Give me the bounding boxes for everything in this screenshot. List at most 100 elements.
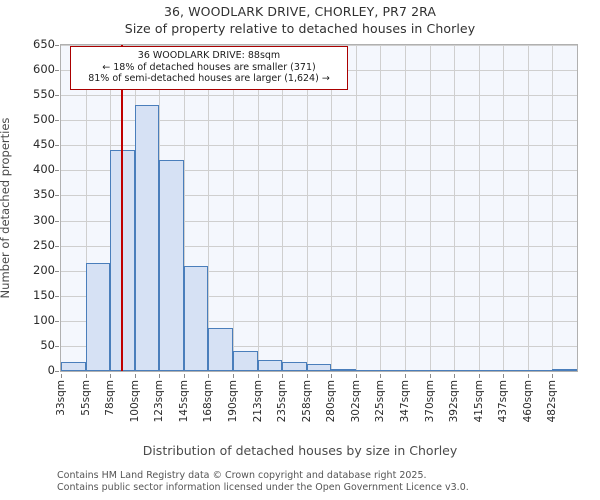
histogram-bar — [282, 362, 307, 371]
y-axis-tick-mark — [55, 320, 59, 322]
y-axis-tick-label: 0 — [47, 363, 55, 377]
gridline-horizontal — [61, 320, 577, 322]
y-axis-tick-label: 300 — [33, 212, 55, 227]
annotation-line-3: 81% of semi-detached houses are larger (… — [88, 73, 330, 84]
histogram-bar — [503, 369, 528, 372]
x-axis-tick-mark — [552, 374, 554, 378]
gridline-horizontal — [61, 295, 577, 297]
gridline-horizontal — [61, 95, 577, 97]
gridline-horizontal — [61, 170, 577, 172]
y-axis-tick-mark — [55, 95, 59, 97]
x-axis-tick-mark — [159, 374, 161, 378]
x-axis-tick-mark — [208, 374, 210, 378]
gridline-vertical — [405, 45, 406, 371]
histogram-bar — [478, 369, 504, 372]
gridline-horizontal — [61, 145, 577, 147]
y-axis-tick-label: 100 — [33, 312, 55, 327]
gridline-vertical — [183, 45, 185, 371]
gridline-horizontal — [61, 220, 577, 222]
gridline-vertical — [478, 45, 480, 371]
x-axis-tick-label: 302sqm — [349, 380, 362, 423]
x-axis-tick-mark — [183, 374, 185, 378]
histogram-bar — [233, 351, 258, 371]
x-axis-tick-mark — [405, 374, 406, 378]
x-axis-tick-mark — [306, 374, 308, 378]
x-axis: 33sqm 55sqm 78sqm 100sqm 123sqm 145sqm 168sqm 1… — [55, 374, 578, 440]
y-axis-tick-mark — [55, 145, 59, 147]
page-title: 36, WOODLARK DRIVE, CHORLEY, PR7 2RA — [163, 4, 437, 19]
plot-inner — [61, 45, 577, 371]
x-axis-tick-mark — [355, 374, 357, 378]
gridline-vertical — [380, 45, 382, 371]
x-axis-tick-mark — [233, 374, 234, 378]
gridline-horizontal — [61, 45, 577, 46]
y-axis-tick-mark — [55, 220, 59, 222]
histogram-bar — [331, 368, 356, 371]
x-axis-tick-label: 482sqm — [546, 380, 559, 423]
x-axis-tick-mark — [282, 374, 284, 378]
y-axis-tick-label: 50 — [40, 337, 55, 352]
x-axis-tick-label: 33sqm — [55, 380, 67, 416]
x-axis-tick-mark — [85, 374, 87, 378]
chart-subtitle: Size of property relative to detached ho… — [124, 21, 476, 36]
histogram-bar — [85, 262, 111, 371]
y-axis: 0 50 100 150 200 250 300 350 400 450 500 550 600 650 — [0, 37, 59, 377]
gridline-horizontal — [61, 120, 577, 122]
y-axis-tick-mark — [55, 245, 59, 247]
plot-area — [60, 44, 578, 372]
x-axis-tick-label: 235sqm — [276, 380, 289, 423]
y-axis-tick-mark — [55, 295, 59, 297]
x-axis-tick-mark — [429, 374, 431, 378]
x-axis-tick-mark — [454, 374, 456, 378]
histogram-bar — [355, 369, 381, 372]
x-axis-tick-mark — [527, 374, 529, 378]
x-axis-label: Distribution of detached houses by size … — [142, 443, 458, 458]
gridline-horizontal — [61, 345, 577, 347]
histogram-bar — [183, 266, 209, 371]
x-axis-tick-label: 55sqm — [79, 380, 92, 416]
histogram-bar — [429, 369, 455, 372]
x-axis-tick-mark — [331, 374, 333, 378]
histogram-bar — [306, 364, 332, 371]
x-axis-tick-label: 325sqm — [374, 380, 387, 423]
gridline-vertical — [233, 45, 234, 371]
x-axis-tick-mark — [478, 374, 480, 378]
x-axis-tick-label: 168sqm — [202, 380, 215, 423]
histogram-bar — [257, 360, 283, 371]
y-axis-tick-label: 200 — [33, 262, 55, 277]
gridline-vertical — [527, 45, 529, 371]
x-axis-tick-label: 145sqm — [177, 380, 190, 423]
x-axis-tick-mark — [110, 374, 112, 378]
x-axis-tick-label: 460sqm — [521, 380, 534, 423]
x-axis-tick-label: 370sqm — [423, 380, 436, 423]
x-axis-tick-label: 392sqm — [448, 380, 461, 423]
y-axis-tick-label: 650 — [33, 37, 55, 51]
x-axis-tick-label: 213sqm — [251, 380, 264, 423]
gridline-vertical — [429, 45, 431, 371]
x-axis-tick-mark — [503, 374, 505, 378]
gridline-horizontal — [61, 195, 577, 197]
histogram-bar — [527, 369, 553, 372]
x-axis-tick-mark — [134, 374, 136, 378]
x-axis-tick-label: 100sqm — [128, 380, 141, 423]
x-axis-tick-label: 280sqm — [325, 380, 338, 423]
gridline-vertical — [454, 45, 456, 371]
gridline-horizontal — [61, 270, 577, 272]
attribution-footer: Contains HM Land Registry data © Crown c… — [57, 470, 577, 493]
gridline-vertical — [85, 45, 87, 371]
histogram-bar — [61, 361, 86, 371]
histogram-bar — [454, 369, 479, 372]
gridline-vertical — [355, 45, 357, 371]
x-axis-tick-label: 123sqm — [153, 380, 166, 423]
y-axis-tick-label: 400 — [33, 162, 55, 177]
gridline-vertical — [282, 45, 284, 371]
gridline-vertical — [306, 45, 308, 371]
property-size-marker-line — [121, 45, 124, 371]
y-axis-tick-label: 550 — [33, 87, 55, 102]
y-axis-tick-mark — [55, 170, 59, 172]
gridline-vertical — [257, 45, 259, 371]
y-axis-tick-label: 450 — [33, 137, 55, 152]
histogram-bar — [208, 327, 233, 371]
histogram-bar — [134, 105, 160, 371]
x-axis-tick-label: 347sqm — [399, 380, 411, 423]
